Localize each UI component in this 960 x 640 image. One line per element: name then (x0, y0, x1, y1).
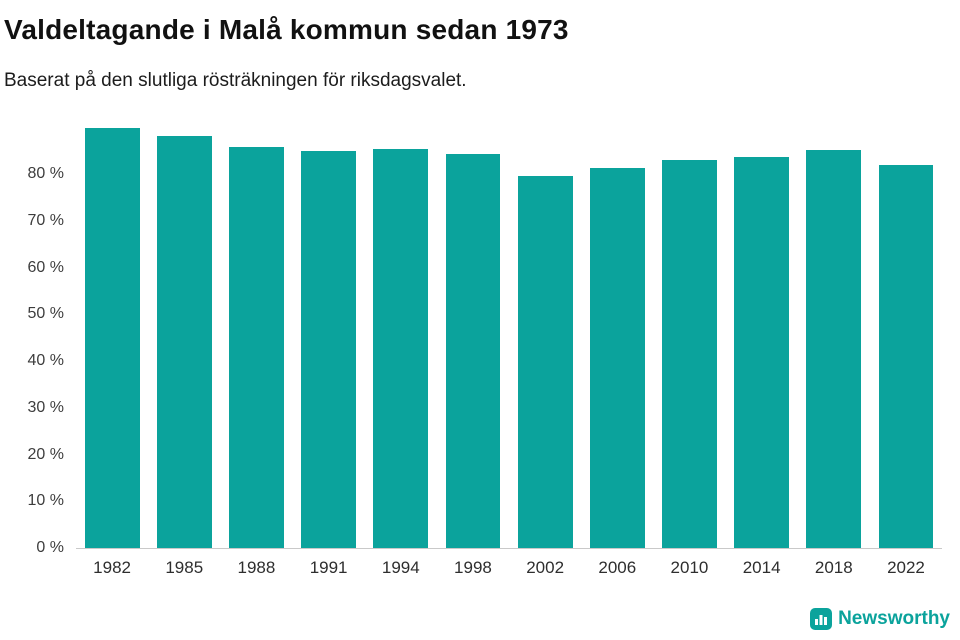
x-tick-label: 2010 (670, 558, 709, 577)
y-tick-label: 40 % (27, 352, 64, 370)
bar-slot: 1988 (220, 118, 292, 577)
bar-slot: 2010 (653, 118, 725, 577)
y-tick-label: 20 % (27, 445, 64, 463)
y-tick-label: 10 % (27, 492, 64, 510)
bar-2006 (589, 168, 645, 548)
bar-slot: 1998 (437, 118, 509, 577)
bar-2002 (517, 175, 573, 548)
bar-slot: 2002 (509, 118, 581, 577)
x-tick-label: 2006 (598, 558, 637, 577)
x-tick-label: 1985 (165, 558, 204, 577)
bar-2022 (878, 164, 934, 548)
bar-slot: 1982 (76, 118, 148, 577)
bar-chart: 0 % 10 % 20 % 30 % 40 % 50 % 60 % 70 % 80 % 1982… (4, 118, 952, 577)
bar-slot: 1985 (148, 118, 220, 577)
bar-2018 (806, 149, 862, 548)
brand-name: Newsworthy (838, 608, 950, 629)
bar-slot: 1994 (365, 118, 437, 577)
bar-slot: 2006 (581, 118, 653, 577)
x-tick-label: 2022 (887, 558, 925, 577)
x-tick-label: 1998 (454, 558, 492, 577)
bar-1998 (445, 154, 501, 548)
bar-1985 (156, 136, 212, 548)
y-tick-label: 60 % (27, 258, 64, 276)
chart-subtitle: Baserat på den slutliga rösträkningen fö… (4, 70, 467, 91)
y-tick-label: 0 % (36, 539, 64, 556)
x-tick-label: 2002 (526, 558, 565, 577)
bar-1988 (229, 146, 284, 548)
bar-slot: 2014 (726, 118, 798, 577)
y-tick-label: 50 % (27, 305, 64, 323)
chart-title: Valdeltagande i Malå kommun sedan 1973 (4, 14, 569, 45)
x-tick-label: 1991 (309, 558, 348, 577)
bar-1994 (373, 148, 429, 548)
brand-footer: Newsworthy (810, 608, 950, 630)
plot-area: 1982 1985 1988 1991 1994 1998 2002 2006 2010 2014… (76, 118, 942, 577)
x-tick-label: 2018 (814, 558, 853, 577)
bar-slot: 2022 (870, 118, 942, 577)
bar-slot: 2018 (798, 118, 870, 577)
newsworthy-logo-icon (810, 608, 833, 630)
y-tick-label: 80 % (27, 165, 64, 183)
x-tick-label: 1982 (93, 558, 131, 577)
y-axis: 0 % 10 % 20 % 30 % 40 % 50 % 60 % 70 % 80 % (4, 118, 76, 556)
bar-1991 (301, 150, 357, 548)
bar-2010 (662, 160, 717, 548)
y-tick-label: 30 % (27, 398, 64, 416)
y-tick-label: 70 % (27, 211, 64, 229)
x-tick-label: 1994 (381, 558, 420, 577)
x-tick-label: 1988 (237, 558, 276, 577)
bar-slot: 1991 (293, 118, 365, 577)
x-tick-label: 2014 (742, 558, 781, 577)
bar-1982 (84, 127, 140, 548)
bar-2014 (734, 157, 790, 548)
